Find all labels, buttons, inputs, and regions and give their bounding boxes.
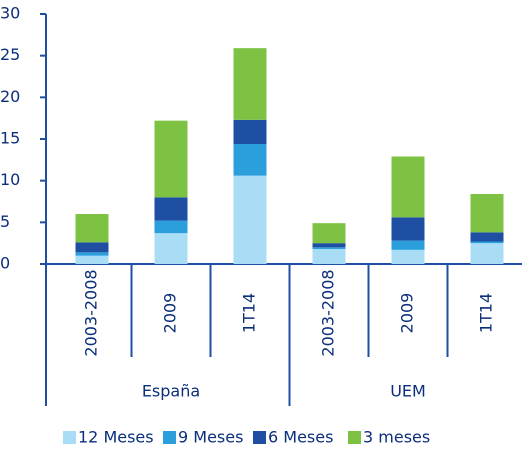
y-tick-label: 30 [0, 4, 20, 23]
legend-swatch [163, 431, 176, 444]
bar-segment [154, 197, 188, 221]
bar-segment [312, 243, 346, 248]
bar-segment [391, 217, 425, 241]
bar-segment [470, 243, 504, 264]
group-label: UEM [390, 382, 426, 401]
legend-swatch [253, 431, 266, 444]
bar-segment [75, 242, 109, 253]
bar-segment [233, 175, 267, 264]
bar-segment [154, 220, 188, 234]
bar-segment [312, 249, 346, 264]
x-tick-label: 2003-2008 [82, 269, 101, 356]
bar-segment [75, 255, 109, 264]
bar-segment [470, 194, 504, 233]
legend-label: 3 meses [363, 428, 430, 447]
x-tick-label: 1T14 [240, 293, 259, 333]
y-tick-label: 10 [0, 170, 20, 189]
bar-segment [312, 223, 346, 244]
bar-segment [312, 247, 346, 249]
y-tick-label: 5 [0, 212, 10, 231]
x-tick-label: 2009 [161, 293, 180, 334]
bar-segment [75, 214, 109, 243]
bar-segment [233, 48, 267, 120]
group-label: España [142, 382, 200, 401]
y-tick-label: 0 [0, 254, 10, 273]
bar-segment [233, 119, 267, 144]
bar-segment [154, 120, 188, 198]
bar-segment [75, 252, 109, 256]
legend-swatch [63, 431, 76, 444]
bar-segment [154, 233, 188, 264]
x-tick-label: 1T14 [477, 293, 496, 333]
x-tick-label: 2009 [398, 293, 417, 334]
legend-swatch [348, 431, 361, 444]
bar-segment [391, 249, 425, 264]
bar-segment [470, 232, 504, 242]
bar-segment [391, 240, 425, 250]
bar-segment [233, 144, 267, 176]
y-tick-label: 20 [0, 87, 20, 106]
legend-label: 12 Meses [78, 428, 154, 447]
y-tick-label: 15 [0, 129, 20, 148]
legend-label: 9 Meses [178, 428, 243, 447]
x-tick-label: 2003-2008 [319, 269, 338, 356]
legend-label: 6 Meses [268, 428, 333, 447]
y-tick-label: 25 [0, 45, 20, 64]
bar-segment [391, 156, 425, 218]
bar-segment [470, 241, 504, 244]
